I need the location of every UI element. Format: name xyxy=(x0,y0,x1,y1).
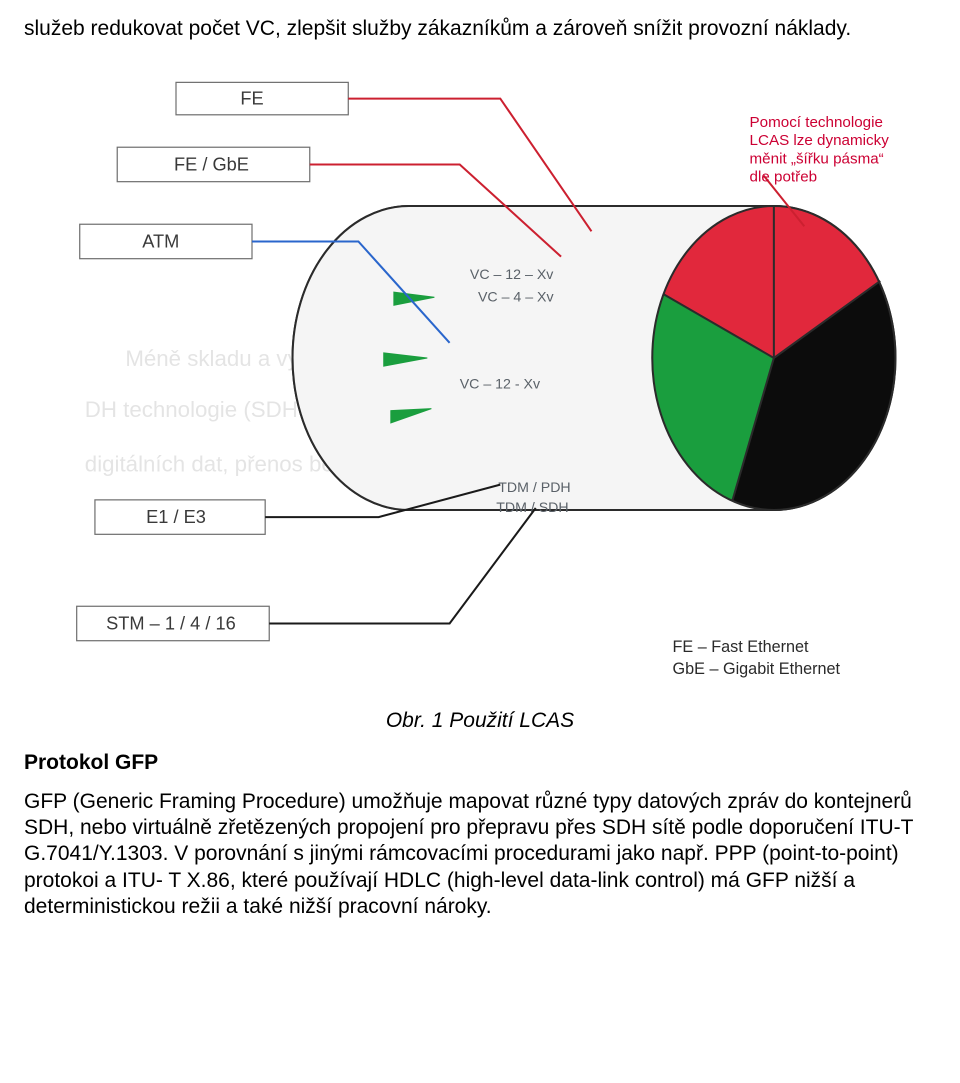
label-e1e3: E1 / E3 xyxy=(95,500,265,534)
svg-text:FE / GbE: FE / GbE xyxy=(174,154,249,175)
intro-paragraph: služeb redukovat počet VC, zlepšit služb… xyxy=(24,16,936,42)
svg-text:VC – 4 – Xv: VC – 4 – Xv xyxy=(478,290,555,306)
svg-text:VC – 12 – Xv: VC – 12 – Xv xyxy=(470,267,554,283)
lcas-note: Pomocí technologie LCAS lze dynamicky mě… xyxy=(750,114,890,186)
svg-text:Pomocí technologie: Pomocí technologie xyxy=(750,114,883,131)
svg-text:měnit „šířku pásma“: měnit „šířku pásma“ xyxy=(750,151,884,168)
label-fe: FE xyxy=(176,83,348,115)
figure-caption: Obr. 1 Použití LCAS xyxy=(24,709,936,733)
svg-text:LCAS lze dynamicky: LCAS lze dynamicky xyxy=(750,132,890,149)
label-stm: STM – 1 / 4 / 16 xyxy=(77,607,270,641)
cylinder-face xyxy=(652,206,895,510)
svg-text:ATM: ATM xyxy=(142,231,179,252)
section-title-gfp: Protokol GFP xyxy=(24,751,936,775)
svg-text:FE: FE xyxy=(240,88,263,109)
svg-text:FE – Fast Ethernet: FE – Fast Ethernet xyxy=(673,638,809,656)
lcas-diagram: Méně skladu a vyšší výkonnost… DH techno… xyxy=(24,54,936,703)
lcas-diagram-container: Méně skladu a vyšší výkonnost… DH techno… xyxy=(24,54,936,703)
svg-text:TDM / PDH: TDM / PDH xyxy=(498,480,570,496)
svg-text:GbE – Gigabit Ethernet: GbE – Gigabit Ethernet xyxy=(673,660,841,678)
label-atm: ATM xyxy=(80,224,252,258)
svg-text:STM – 1 / 4 / 16: STM – 1 / 4 / 16 xyxy=(106,613,236,634)
gfp-paragraph: GFP (Generic Framing Procedure) umožňuje… xyxy=(24,789,936,920)
label-fe-gbe: FE / GbE xyxy=(117,147,310,181)
svg-text:E1 / E3: E1 / E3 xyxy=(146,506,206,527)
legend: FE – Fast Ethernet GbE – Gigabit Etherne… xyxy=(673,638,841,678)
svg-text:VC – 12 - Xv: VC – 12 - Xv xyxy=(460,377,541,393)
svg-text:dle potřeb: dle potřeb xyxy=(750,169,818,186)
